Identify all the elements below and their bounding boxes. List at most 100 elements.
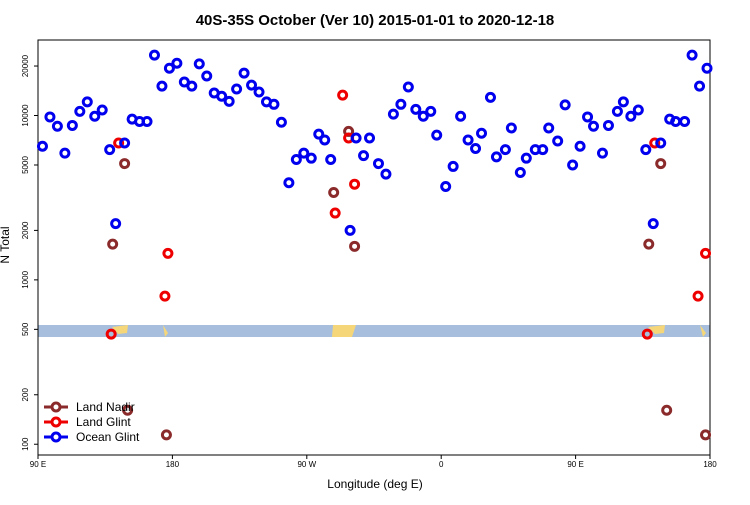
point [107, 238, 119, 250]
point [159, 290, 171, 302]
point [641, 328, 653, 340]
point [119, 158, 131, 170]
point [649, 137, 661, 149]
y-tick-label: 500 [21, 322, 30, 336]
point [104, 144, 116, 156]
x-tick-label: 0 [439, 460, 444, 469]
point [349, 178, 361, 190]
point [162, 247, 174, 259]
point [574, 140, 586, 152]
point [686, 49, 698, 61]
point [113, 137, 125, 149]
point [160, 429, 172, 441]
point [455, 110, 467, 122]
point [559, 99, 571, 111]
point [611, 105, 623, 117]
point [193, 58, 205, 70]
point [440, 180, 452, 192]
point [417, 110, 429, 122]
point [425, 105, 437, 117]
point [402, 81, 414, 93]
point [596, 147, 608, 159]
point [201, 70, 213, 82]
point [470, 142, 482, 154]
point [567, 159, 579, 171]
point [216, 90, 228, 102]
point [36, 140, 48, 152]
point [431, 129, 443, 141]
point [74, 105, 86, 117]
point [655, 158, 667, 170]
point [328, 187, 340, 199]
point [119, 137, 131, 149]
point [110, 218, 122, 230]
point [344, 224, 356, 236]
point [319, 134, 331, 146]
point [655, 137, 667, 149]
legend-label: Land Nadir [76, 400, 135, 414]
chart-title: 40S-35S October (Ver 10) 2015-01-01 to 2… [196, 12, 555, 29]
point [701, 62, 713, 74]
point [514, 167, 526, 179]
legend-label: Land Glint [76, 415, 131, 429]
legend-marker [50, 416, 62, 428]
point [694, 80, 706, 92]
point [171, 57, 183, 69]
point [364, 132, 376, 144]
point [51, 120, 63, 132]
point [692, 290, 704, 302]
point [298, 147, 310, 159]
point [141, 115, 153, 127]
point [499, 144, 511, 156]
legend-marker [50, 431, 62, 443]
x-axis-label: Longitude (deg E) [327, 477, 422, 491]
point [505, 122, 517, 134]
point [700, 429, 712, 441]
y-tick-label: 1000 [21, 270, 30, 288]
point [410, 103, 422, 115]
y-tick-label: 2000 [21, 221, 30, 239]
point [552, 135, 564, 147]
x-tick-label: 180 [166, 460, 180, 469]
point [625, 110, 637, 122]
point [700, 247, 712, 259]
point [246, 79, 258, 91]
point [81, 96, 93, 108]
point [582, 111, 594, 123]
map-strip [38, 325, 710, 337]
point [395, 98, 407, 110]
point [632, 104, 644, 116]
point [661, 404, 673, 416]
point [268, 98, 280, 110]
point [380, 168, 392, 180]
point [325, 153, 337, 165]
x-tick-label: 90 W [297, 460, 316, 469]
point [476, 127, 488, 139]
point [275, 116, 287, 128]
point [105, 328, 117, 340]
point [372, 158, 384, 170]
x-tick-label: 180 [703, 460, 717, 469]
x-tick-label: 90 E [30, 460, 46, 469]
point [462, 134, 474, 146]
legend-label: Ocean Glint [76, 430, 140, 444]
y-tick-label: 10000 [21, 104, 30, 127]
point [349, 240, 361, 252]
point [305, 152, 317, 164]
point [640, 144, 652, 156]
point [89, 110, 101, 122]
point [647, 218, 659, 230]
point [96, 104, 108, 116]
point [543, 122, 555, 134]
point [617, 96, 629, 108]
point [329, 207, 341, 219]
point [223, 95, 235, 107]
y-tick-label: 100 [21, 437, 30, 451]
plot-frame [37, 39, 711, 456]
point [163, 62, 175, 74]
point [490, 151, 502, 163]
point [290, 153, 302, 165]
y-tick-label: 200 [21, 388, 30, 402]
point [447, 160, 459, 172]
